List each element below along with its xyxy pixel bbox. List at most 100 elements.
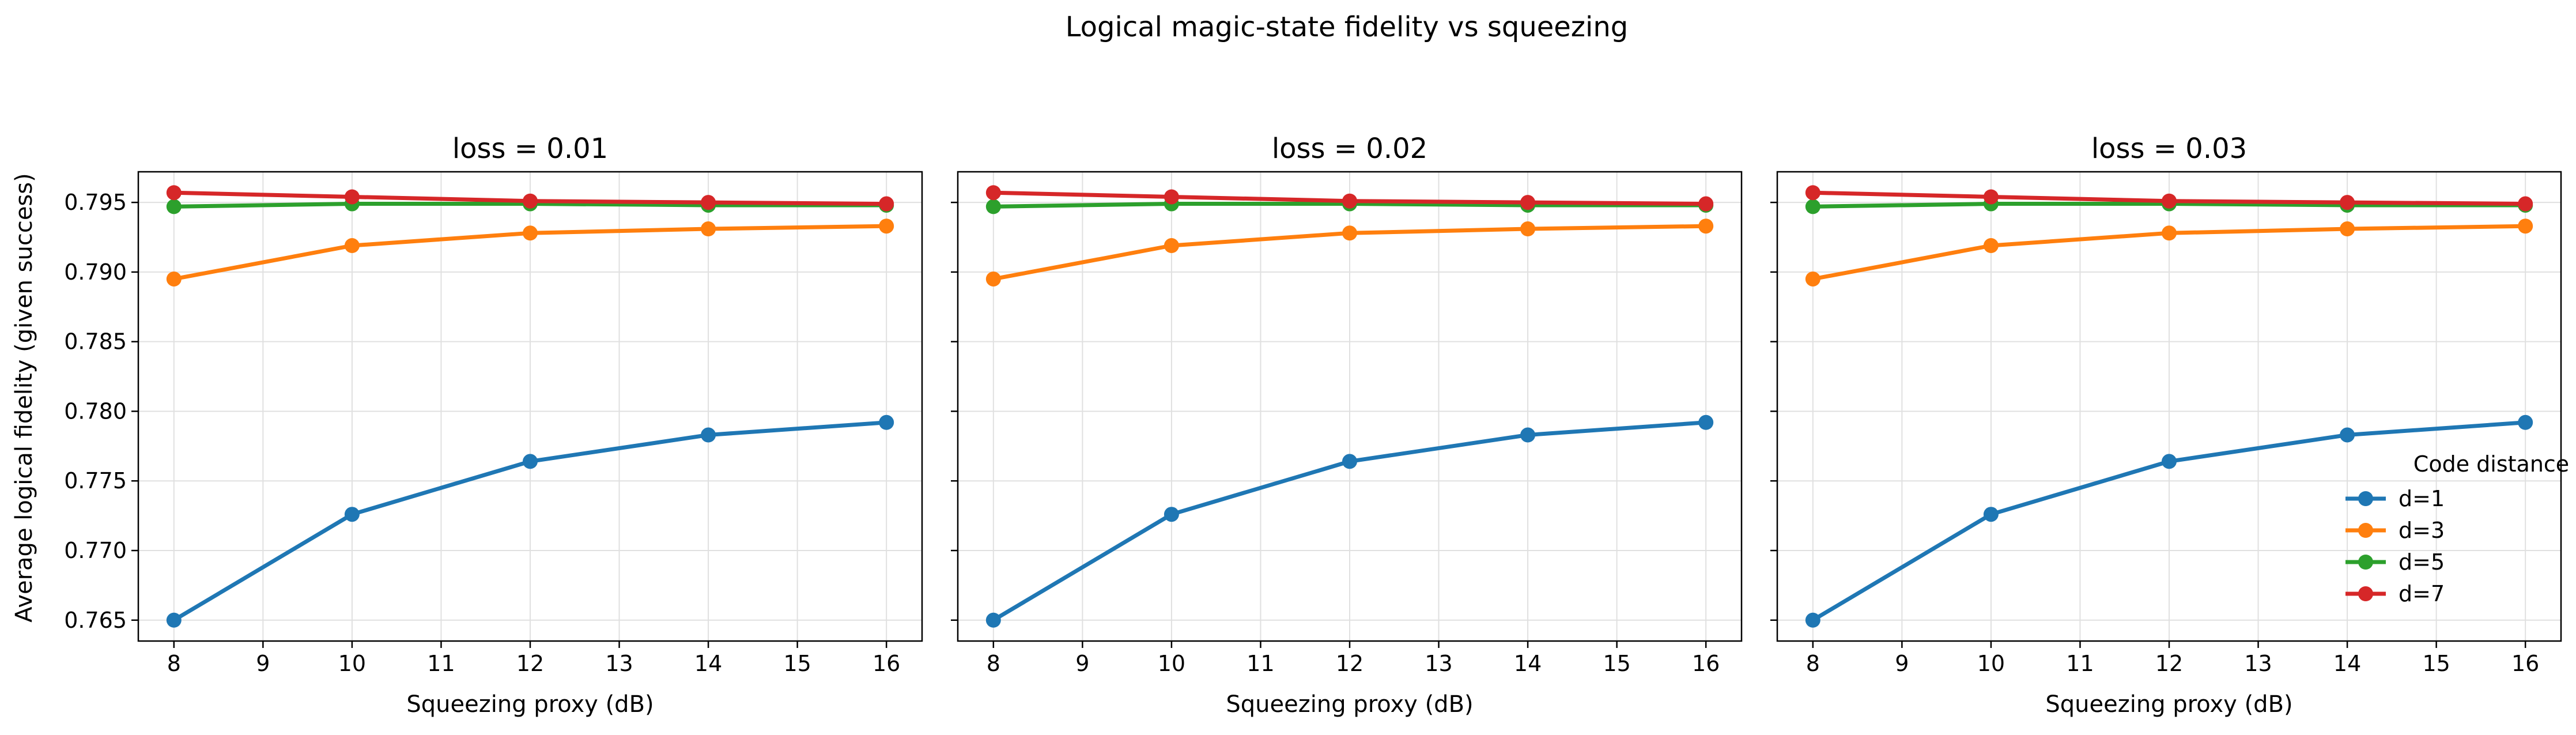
panel-2: 8 9 10 11 12 13 14 15 16 loss = 0.02 Squeezing pro… [951,133,1743,718]
legend-marker-d=3 [2358,523,2373,538]
data-point-d=7 [166,185,182,201]
x-tick-label: 10 [1158,651,1185,676]
data-point-d=1 [523,454,538,469]
legend-label: d=7 [2399,581,2445,606]
data-point-d=1 [1983,507,1999,522]
x-tick-label: 11 [427,651,455,676]
panels: 8 9 10 11 12 13 14 15 16 0.765 0.770 0.775 0.780 0.78… [64,133,2569,718]
data-point-d=7 [701,195,716,210]
y-axis-label: Average logical fidelity (given success) [11,173,37,622]
x-tick-label: 15 [783,651,811,676]
y-tick-label: 0.770 [64,538,127,563]
x-tick-label: 15 [1603,651,1630,676]
data-point-d=3 [166,271,182,287]
data-point-d=3 [1342,225,1357,241]
x-tick-label: 11 [1247,651,1274,676]
legend-marker-d=7 [2358,586,2373,601]
y-tick-label: 0.780 [64,398,127,424]
x-axis-label: Squeezing proxy (dB) [406,691,654,718]
data-point-d=5 [985,199,1001,214]
x-tick-label: 15 [2422,651,2450,676]
legend-title: Code distance [2413,451,2569,477]
y-tick-label: 0.785 [64,329,127,355]
x-tick-label: 8 [167,651,181,676]
data-point-d=3 [879,218,894,234]
x-tick-label: 9 [256,651,270,676]
panel-title: loss = 0.01 [452,133,608,165]
data-point-d=1 [2162,454,2177,469]
data-point-d=1 [985,612,1001,628]
data-point-d=7 [344,189,360,205]
data-point-d=3 [2518,218,2533,234]
x-axis-label: Squeezing proxy (dB) [1226,691,1473,718]
data-point-d=3 [1805,271,1820,287]
x-tick-label: 12 [516,651,544,676]
x-tick-label: 10 [338,651,366,676]
y-tick-label: 0.790 [64,259,127,285]
data-point-d=1 [2518,414,2533,430]
data-point-d=1 [1520,427,1536,443]
x-tick-label: 14 [2333,651,2361,676]
x-tick-label: 14 [1514,651,1542,676]
x-tick-label: 13 [1425,651,1452,676]
data-point-d=3 [1520,221,1536,237]
data-point-d=7 [2340,195,2355,210]
x-tick-label: 8 [1806,651,1820,676]
panel-1: 8 9 10 11 12 13 14 15 16 0.765 0.770 0.775 0.780 0.78… [64,133,923,718]
data-point-d=3 [2162,225,2177,241]
x-tick-label: 16 [1692,651,1720,676]
data-point-d=7 [1805,185,1820,201]
data-point-d=7 [1983,189,1999,205]
data-point-d=3 [1698,218,1714,234]
x-tick-label: 8 [987,651,1000,676]
data-point-d=1 [1805,612,1820,628]
panel-title: loss = 0.02 [1272,133,1427,165]
data-point-d=7 [985,185,1001,201]
data-point-d=3 [701,221,716,237]
panel-3: 8 9 10 11 12 13 14 15 16 loss = 0.03 Squeezing pro… [1770,133,2569,718]
axes-frame [137,171,923,642]
legend-label: d=3 [2399,518,2445,543]
legend-marker-d=1 [2358,491,2373,506]
axes-frame [1776,171,2562,642]
x-tick-label: 13 [605,651,633,676]
data-point-d=7 [1520,195,1536,210]
x-tick-label: 12 [1336,651,1363,676]
x-tick-label: 9 [1895,651,1909,676]
data-point-d=1 [1342,454,1357,469]
panel-title: loss = 0.03 [2091,133,2247,165]
legend: Code distance d=1 d=3 d=5 d=7 [2345,451,2569,606]
data-point-d=7 [2518,196,2533,212]
data-point-d=1 [1164,507,1179,522]
data-point-d=1 [2340,427,2355,443]
data-point-d=3 [344,238,360,254]
y-tick-label: 0.775 [64,468,127,493]
x-tick-label: 13 [2244,651,2272,676]
data-point-d=7 [1698,196,1714,212]
data-point-d=7 [879,196,894,212]
legend-label: d=5 [2399,549,2445,575]
figure-title: Logical magic-state fidelity vs squeezin… [1066,11,1628,43]
data-point-d=5 [1805,199,1820,214]
data-point-d=7 [1164,189,1179,205]
x-tick-label: 16 [2511,651,2539,676]
y-tick-label: 0.765 [64,608,127,633]
x-axis-label: Squeezing proxy (dB) [2045,691,2292,718]
data-point-d=7 [523,193,538,209]
axes-frame [957,171,1743,642]
data-point-d=3 [1164,238,1179,254]
data-point-d=3 [985,271,1001,287]
legend-marker-d=5 [2358,555,2373,570]
x-tick-label: 11 [2066,651,2094,676]
data-point-d=1 [1698,414,1714,430]
data-point-d=1 [344,507,360,522]
x-tick-label: 12 [2155,651,2183,676]
x-tick-label: 16 [872,651,900,676]
data-point-d=3 [1983,238,1999,254]
data-point-d=5 [166,199,182,214]
data-point-d=1 [166,612,182,628]
data-point-d=1 [701,427,716,443]
data-point-d=3 [2340,221,2355,237]
legend-label: d=1 [2399,486,2445,511]
